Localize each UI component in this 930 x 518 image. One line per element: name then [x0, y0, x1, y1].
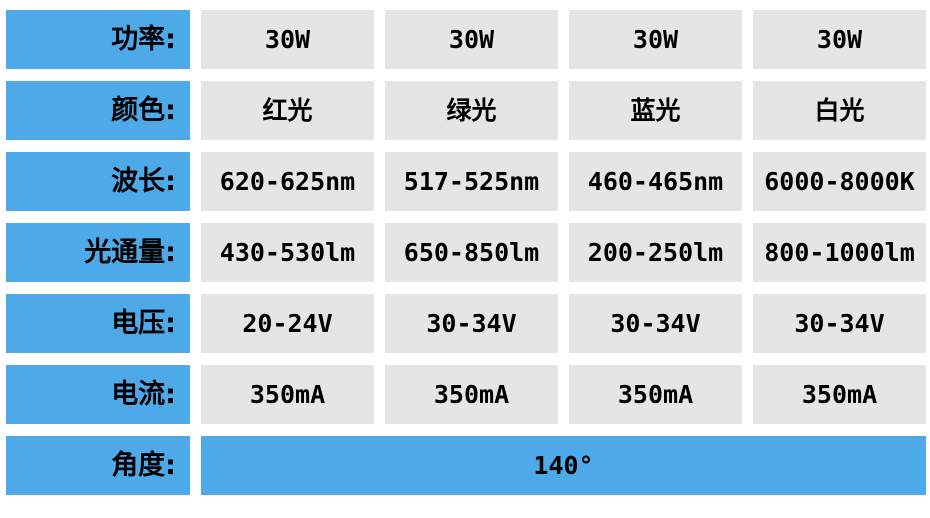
spec-value-cell: 蓝光 [569, 81, 742, 140]
spec-value-cell: 350mA [569, 365, 742, 424]
spec-value-cell: 650-850lm [385, 223, 558, 282]
spec-value-cell: 30-34V [385, 294, 558, 353]
spec-value-cell: 800-1000lm [753, 223, 926, 282]
spec-value-cell: 350mA [753, 365, 926, 424]
spec-value-cell: 30W [569, 10, 742, 69]
spec-value-cell: 350mA [385, 365, 558, 424]
row-label-cell: 光通量: [6, 223, 190, 282]
row-label-cell: 电压: [6, 294, 190, 353]
spec-value-cell: 30-34V [753, 294, 926, 353]
spec-value-cell: 620-625nm [201, 152, 374, 211]
spec-value-cell: 30W [201, 10, 374, 69]
row-label-cell: 波长: [6, 152, 190, 211]
spec-value-cell: 460-465nm [569, 152, 742, 211]
spec-value-cell: 30W [385, 10, 558, 69]
spec-value-cell: 30-34V [569, 294, 742, 353]
row-label-cell: 角度: [6, 436, 190, 495]
spec-value-cell: 红光 [201, 81, 374, 140]
spec-value-cell: 绿光 [385, 81, 558, 140]
spec-value-cell: 30W [753, 10, 926, 69]
row-label-cell: 电流: [6, 365, 190, 424]
row-label-cell: 颜色: [6, 81, 190, 140]
spec-value-cell: 350mA [201, 365, 374, 424]
spec-value-cell: 430-530lm [201, 223, 374, 282]
spec-value-cell: 6000-8000K [753, 152, 926, 211]
spec-value-cell: 20-24V [201, 294, 374, 353]
spec-table: 功率: 30W 30W 30W 30W 颜色: 红光 绿光 蓝光 白光 波长: 620-625nm 51… [6, 10, 926, 495]
spec-value-cell: 517-525nm [385, 152, 558, 211]
spec-value-cell: 白光 [753, 81, 926, 140]
spec-value-cell: 200-250lm [569, 223, 742, 282]
spec-value-cell: 140° [201, 436, 926, 495]
row-label-cell: 功率: [6, 10, 190, 69]
